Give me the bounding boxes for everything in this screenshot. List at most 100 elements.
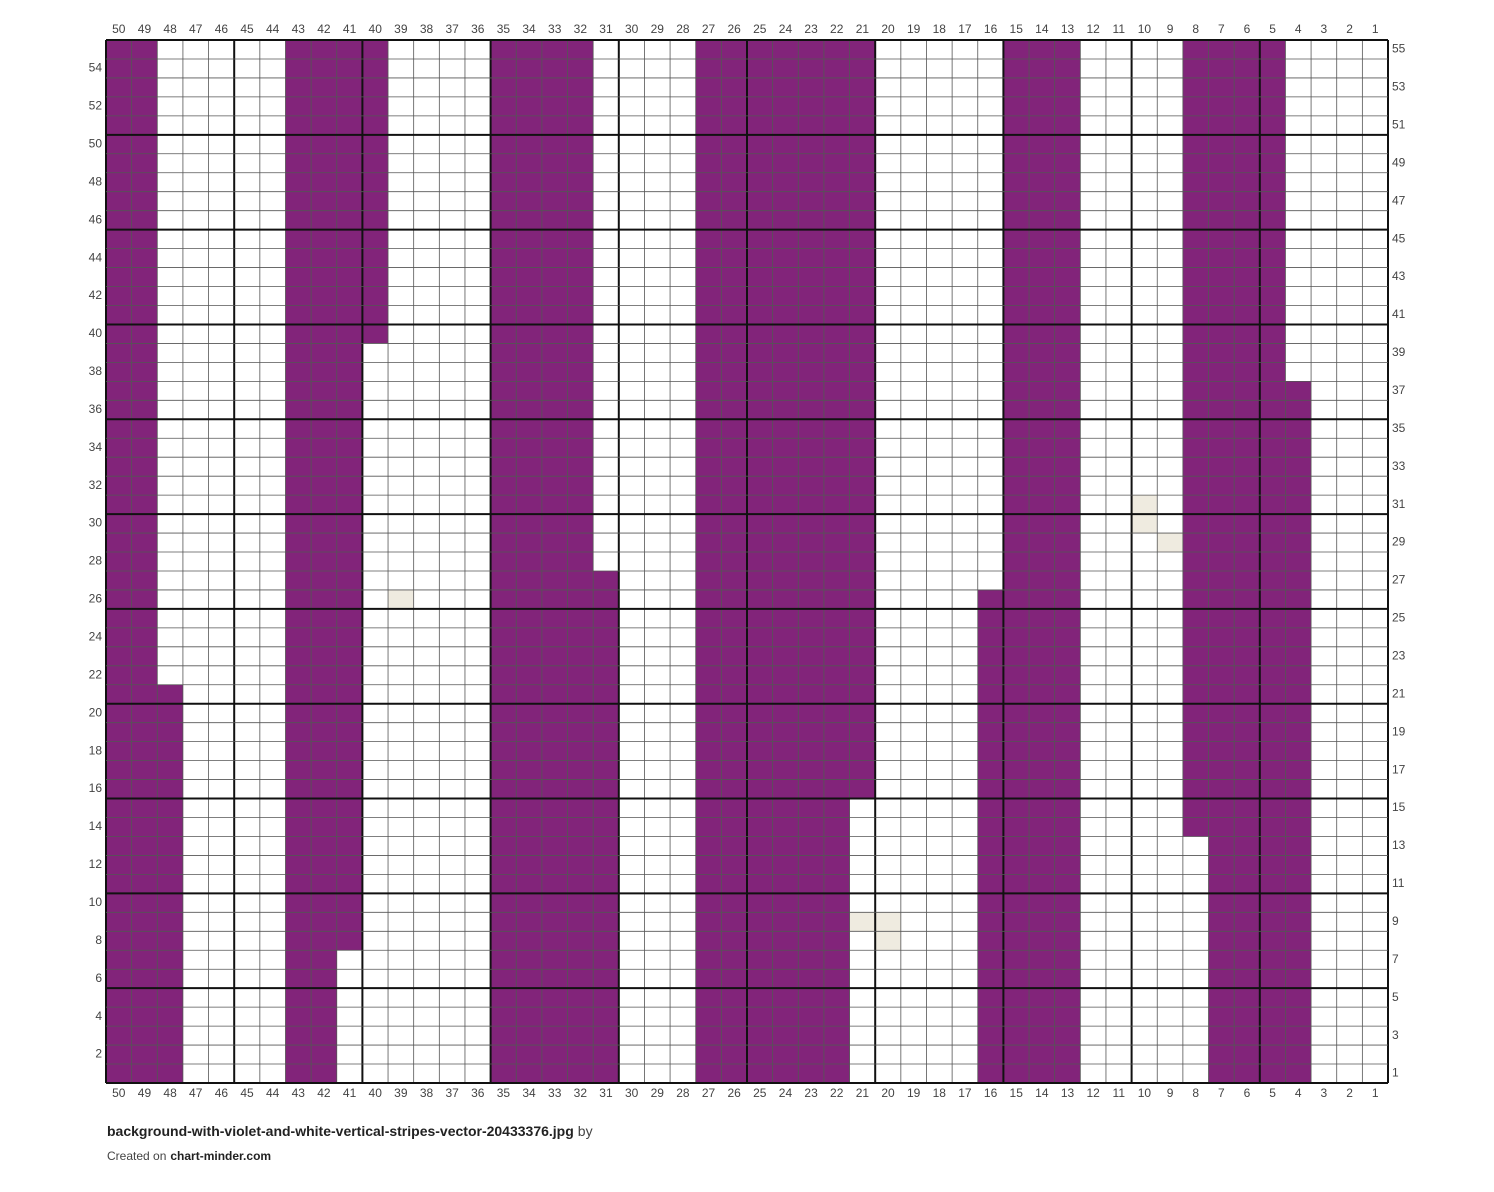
- row-label: 8: [95, 933, 102, 947]
- column-label: 13: [1061, 1086, 1075, 1100]
- row-label: 6: [95, 971, 102, 985]
- site: chart-minder.com: [170, 1149, 271, 1163]
- created-on: Created on: [107, 1149, 166, 1163]
- column-label: 39: [394, 1086, 408, 1100]
- row-label: 23: [1392, 648, 1406, 662]
- stripe: [490, 40, 517, 1083]
- column-label: 39: [394, 22, 408, 36]
- column-label: 44: [266, 22, 280, 36]
- column-label: 25: [753, 1086, 767, 1100]
- stripe: [516, 40, 542, 1083]
- row-label: 46: [89, 212, 103, 226]
- row-label: 27: [1392, 573, 1406, 587]
- column-label: 32: [574, 1086, 588, 1100]
- row-label: 47: [1392, 193, 1406, 207]
- column-label: 45: [240, 22, 254, 36]
- column-label: 8: [1192, 22, 1199, 36]
- stripe: [1208, 40, 1235, 1083]
- row-label: 35: [1392, 421, 1406, 435]
- accent-cell: [875, 912, 901, 932]
- column-label: 34: [522, 1086, 536, 1100]
- column-label: 36: [471, 22, 485, 36]
- stripe: [1259, 40, 1286, 1083]
- row-label: 1: [1392, 1066, 1399, 1080]
- column-label: 29: [651, 1086, 665, 1100]
- column-label: 16: [984, 22, 998, 36]
- column-label: 46: [215, 22, 229, 36]
- row-label: 48: [89, 174, 103, 188]
- column-label: 10: [1138, 1086, 1152, 1100]
- row-label: 55: [1392, 42, 1406, 56]
- column-label: 20: [881, 22, 895, 36]
- column-label: 22: [830, 22, 844, 36]
- accent-cell: [1131, 495, 1158, 515]
- column-label: 7: [1218, 22, 1225, 36]
- row-label: 24: [89, 630, 103, 644]
- column-label: 27: [702, 22, 716, 36]
- column-label: 18: [933, 1086, 947, 1100]
- row-label: 34: [89, 440, 103, 454]
- column-label: 4: [1295, 22, 1302, 36]
- column-label: 41: [343, 1086, 357, 1100]
- row-label: 50: [89, 136, 103, 150]
- column-label: 37: [445, 22, 459, 36]
- column-label: 17: [958, 1086, 972, 1100]
- row-label: 49: [1392, 155, 1406, 169]
- column-label: 8: [1192, 1086, 1199, 1100]
- row-label: 28: [89, 554, 103, 568]
- column-label: 50: [112, 1086, 126, 1100]
- stripe: [567, 40, 594, 1083]
- row-label: 11: [1392, 876, 1405, 890]
- column-label: 16: [984, 1086, 998, 1100]
- grid: [105, 39, 1389, 1084]
- row-label: 13: [1392, 838, 1406, 852]
- stripe: [1054, 40, 1081, 1083]
- column-label: 13: [1061, 22, 1075, 36]
- column-label: 38: [420, 22, 434, 36]
- row-label: 26: [89, 592, 103, 606]
- column-label: 31: [599, 1086, 613, 1100]
- column-label: 26: [728, 22, 742, 36]
- row-label: 44: [89, 250, 103, 264]
- stripe: [798, 40, 824, 1083]
- column-label: 20: [881, 1086, 895, 1100]
- column-label: 7: [1218, 1086, 1225, 1100]
- column-label: 49: [138, 22, 152, 36]
- by: by: [578, 1123, 593, 1139]
- column-label: 33: [548, 1086, 562, 1100]
- column-label: 23: [804, 22, 818, 36]
- column-label: 45: [240, 1086, 254, 1100]
- column-label: 15: [1010, 1086, 1024, 1100]
- row-label: 9: [1392, 914, 1399, 928]
- column-label: 1: [1372, 1086, 1379, 1100]
- row-label: 39: [1392, 345, 1406, 359]
- row-label: 17: [1392, 762, 1406, 776]
- column-label: 12: [1086, 22, 1100, 36]
- row-label: 25: [1392, 611, 1406, 625]
- accent-cell: [388, 589, 414, 609]
- column-label: 47: [189, 22, 203, 36]
- stripe: [106, 40, 132, 1083]
- stripe: [721, 40, 747, 1083]
- column-label: 11: [1113, 22, 1126, 36]
- row-label: 18: [89, 743, 103, 757]
- row-label: 22: [89, 667, 103, 681]
- column-label: 41: [343, 22, 357, 36]
- column-label: 28: [676, 1086, 690, 1100]
- stripe: [285, 40, 312, 1083]
- row-label: 43: [1392, 269, 1406, 283]
- column-label: 22: [830, 1086, 844, 1100]
- row-label: 2: [95, 1047, 102, 1061]
- accent-cell: [1131, 514, 1158, 534]
- column-label: 33: [548, 22, 562, 36]
- column-label: 46: [215, 1086, 229, 1100]
- column-label: 40: [369, 22, 383, 36]
- column-label: 14: [1035, 1086, 1049, 1100]
- column-label: 42: [317, 22, 331, 36]
- column-label: 1: [1372, 22, 1379, 36]
- column-label: 26: [728, 1086, 742, 1100]
- stripe: [695, 40, 722, 1083]
- footer-title: background-with-violet-and-white-vertica…: [107, 1123, 593, 1139]
- stripe: [1029, 40, 1055, 1083]
